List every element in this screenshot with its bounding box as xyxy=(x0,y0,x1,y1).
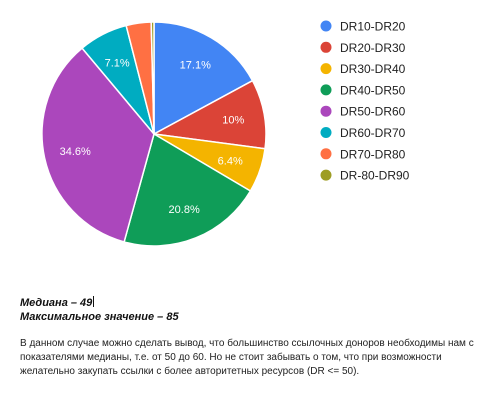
legend-marker-dr50-dr60 xyxy=(320,105,332,117)
legend-label-dr30-dr40: DR30-DR40 xyxy=(340,62,406,76)
slice-label-dr40-dr50: 20.8% xyxy=(169,204,200,216)
text-cursor xyxy=(93,296,95,307)
legend-marker-dr10-dr20 xyxy=(320,20,332,32)
slice-label-dr60-dr70: 7.1% xyxy=(105,57,130,69)
pie-chart: 17.1% 10% 6.4% 20.8% 34.6% 7.1% DR10-DR20 DR20… xyxy=(41,20,410,247)
median-stat: Медиана – 49 xyxy=(20,297,93,309)
slice-label-dr50-dr60: 34.6% xyxy=(60,146,91,158)
pie-slice-dr40-dr50 xyxy=(123,132,252,247)
pie-slice-dr-80-dr90 xyxy=(150,21,155,135)
legend-marker-dr40-dr50 xyxy=(320,84,332,96)
pie-slice-dr50-dr60 xyxy=(41,47,155,243)
conclusion-paragraph: В данном случае можно сделать вывод, что… xyxy=(20,338,474,377)
slice-label-dr10-dr20: 17.1% xyxy=(180,60,211,72)
legend-label-dr70-dr80: DR70-DR80 xyxy=(340,147,406,161)
legend-marker-dr20-dr30 xyxy=(320,41,332,53)
legend-marker-dr30-dr40 xyxy=(320,63,332,75)
pie-slices xyxy=(41,21,267,247)
legend-marker-dr60-dr70 xyxy=(320,127,332,138)
legend-label-dr50-dr60: DR50-DR60 xyxy=(340,105,406,119)
pie-slice-dr10-dr20 xyxy=(153,21,254,136)
legend-label-dr20-dr30: DR20-DR30 xyxy=(340,41,406,55)
slice-label-dr30-dr40: 6.4% xyxy=(218,155,243,167)
legend-label-dr10-dr20: DR10-DR20 xyxy=(340,20,406,34)
legend-label-dr60-dr70: DR60-DR70 xyxy=(340,126,406,140)
slice-label-dr20-dr30: 10% xyxy=(222,114,244,126)
legend-marker-dr-80-dr90 xyxy=(320,169,332,181)
stats-block: Медиана – 49 Максимальное значение – 85 xyxy=(20,296,179,324)
legend-label-dr40-dr50: DR40-DR50 xyxy=(340,83,406,97)
pie-slice-labels: 17.1% 10% 6.4% 20.8% 34.6% 7.1% xyxy=(60,57,245,216)
legend: DR10-DR20 DR20-DR30 DR30-DR40 DR40-DR50 DR50… xyxy=(320,20,410,183)
max-stat: Максимальное значение – 85 xyxy=(20,311,179,323)
legend-marker-dr70-dr80 xyxy=(320,148,332,160)
legend-label-dr-80-dr90: DR-80-DR90 xyxy=(340,169,410,183)
